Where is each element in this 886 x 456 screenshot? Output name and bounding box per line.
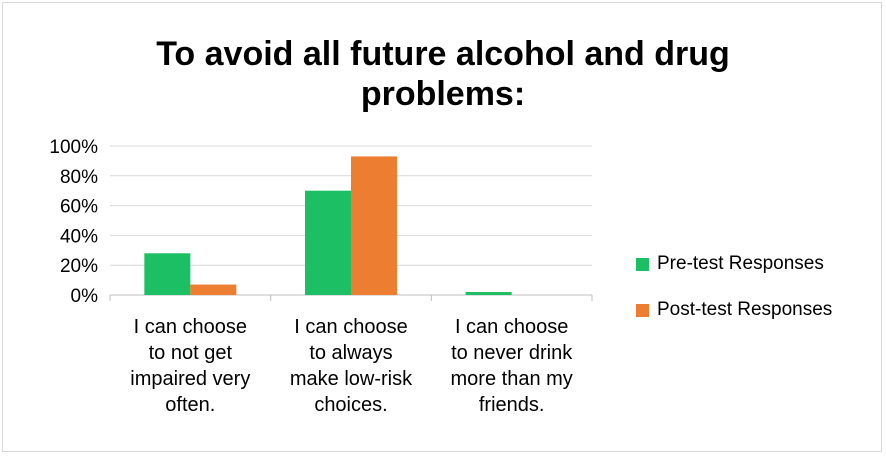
category-label-line: I can choose — [294, 316, 408, 338]
chart-title: To avoid all future alcohol and drug pro… — [0, 34, 886, 114]
legend-item-pre-test: Pre-test Responses — [636, 252, 832, 276]
category-label-line: impaired very — [130, 368, 251, 390]
y-tick-label: 60% — [60, 197, 98, 218]
legend-label-pre-test: Pre-test Responses — [657, 253, 824, 274]
y-tick-label: 0% — [71, 286, 99, 307]
category-label-2: I can choose to always make low-risk choice… — [266, 314, 436, 418]
category-label-line: to always — [309, 342, 393, 364]
legend-swatch-post-test — [636, 303, 649, 317]
category-label-line: I can choose — [133, 316, 248, 338]
category-label-line: often. — [165, 394, 216, 416]
category-label-1: I can choose to not get impaired very often… — [105, 314, 275, 418]
bar-post-test-2 — [351, 156, 397, 295]
y-tick-label: 80% — [60, 167, 98, 188]
y-tick-label: 40% — [60, 226, 98, 247]
category-label-line: more than my — [450, 368, 573, 390]
category-label-line: choices. — [314, 394, 388, 416]
bar-pre-test-1 — [144, 253, 191, 295]
category-label-line: make low-risk — [289, 368, 413, 390]
category-label-line: I can choose — [454, 316, 569, 338]
chart-legend: Pre-test Responses Post-test Responses — [636, 252, 832, 344]
y-tick-label: 20% — [60, 256, 98, 277]
legend-item-post-test: Post-test Responses — [636, 298, 832, 322]
bar-pre-test-2 — [305, 190, 351, 295]
chart-title-line-1: To avoid all future alcohol and drug — [156, 35, 730, 73]
category-label-line: to not get — [148, 342, 233, 364]
legend-label-post-test: Post-test Responses — [657, 299, 833, 320]
category-label-line: friends. — [478, 394, 545, 416]
category-label-line: to never drink — [451, 342, 573, 364]
legend-swatch-pre-test — [636, 257, 649, 271]
category-label-3: I can choose to never drink more than my fr… — [427, 314, 597, 418]
bar-post-test-1 — [190, 284, 237, 295]
y-tick-label: 100% — [49, 137, 98, 158]
bar-pre-test-3 — [465, 292, 512, 295]
chart-title-line-2: problems: — [360, 75, 526, 113]
